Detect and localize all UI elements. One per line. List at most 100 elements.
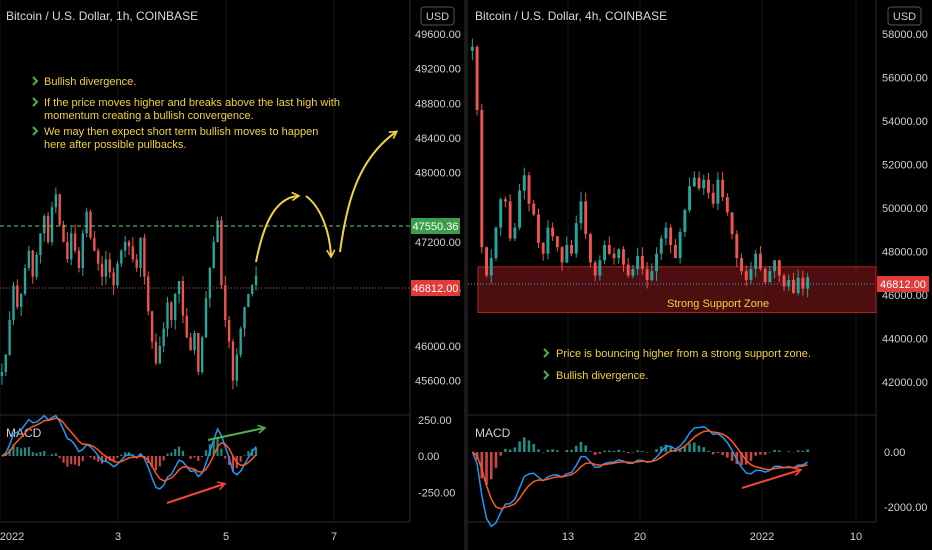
candle-body [0, 372, 4, 376]
signal-line [1, 417, 257, 482]
macd-tick-label: 250.00 [418, 415, 452, 427]
price-tick-label: 46000.00 [415, 341, 461, 353]
candle-body [50, 207, 54, 242]
candle-body [513, 227, 517, 239]
candle-body [683, 210, 687, 232]
candle-body [73, 233, 77, 251]
candle-body [744, 271, 748, 280]
candle-body [158, 346, 161, 364]
signal-line [471, 430, 808, 510]
projection-up-arrow-1 [255, 191, 301, 263]
candle-body [574, 223, 578, 254]
candle-body [730, 212, 734, 235]
left-grid [0, 0, 335, 522]
candle-body [782, 275, 786, 287]
candle-body [499, 199, 503, 228]
candle-body [62, 224, 65, 242]
right-price-axis: 58000.00 56000.00 54000.00 52000.00 50000.00… [882, 29, 928, 389]
candle-body [231, 341, 235, 381]
left-tag-text: 46812.00 [413, 283, 459, 295]
time-tick-label: 20 [634, 531, 646, 543]
candle-body [721, 179, 725, 198]
candle-body [123, 242, 127, 251]
right-macd-red-arrow [741, 467, 803, 489]
left-currency-button[interactable]: USD [420, 6, 455, 26]
candle-body [81, 233, 84, 268]
left-currency-label: USD [426, 11, 449, 23]
right-chart-title: Bitcoin / U.S. Dollar, 4h, COINBASE [475, 9, 667, 23]
right-macd-label: MACD [475, 426, 511, 440]
price-tick-label: 50000.00 [882, 203, 928, 215]
right-candles [470, 38, 810, 298]
projection-up-arrow-2 [339, 130, 399, 253]
panel-splitter[interactable] [464, 0, 468, 550]
note-arrow-icon [32, 76, 39, 86]
candle-body [664, 227, 668, 239]
candle-body [631, 268, 635, 276]
left-note-3: momentum creating a bullish convergence. [44, 110, 254, 122]
candle-body [527, 175, 531, 204]
right-time-axis: 13 20 2022 10 [562, 531, 862, 543]
candle-body [645, 268, 649, 280]
left-chart-panel[interactable]: Bitcoin / U.S. Dollar, 1h, COINBASE Bull… [0, 0, 464, 550]
left-macd [1, 414, 258, 490]
price-tick-label: 54000.00 [882, 116, 928, 128]
candle-body [239, 328, 242, 355]
candle-body [754, 253, 758, 269]
candle-body [112, 272, 115, 286]
time-tick-label: 10 [850, 531, 862, 543]
candle-body [735, 234, 739, 259]
candle-body [120, 250, 123, 264]
candle-body [541, 242, 545, 254]
candle-body [200, 337, 204, 372]
candle-body [77, 250, 81, 268]
candle-body [806, 277, 810, 289]
candle-body [66, 242, 69, 260]
left-notes: Bullish divergence. If the price moves h… [32, 76, 340, 151]
right-currency-button[interactable]: USD [887, 6, 922, 26]
candle-body [707, 179, 710, 193]
candle-body [678, 231, 682, 259]
candle-body [97, 250, 100, 264]
candle-body [193, 333, 196, 351]
right-chart-panel[interactable]: Strong Support Zone Bitcoin / U.S. Dolla… [468, 0, 932, 550]
right-currency-label: USD [893, 11, 916, 23]
candle-body [147, 276, 150, 312]
candle-body [27, 250, 31, 268]
left-candles [0, 187, 258, 390]
candle-body [8, 320, 11, 355]
left-projection-arrows [255, 130, 399, 263]
support-zone [477, 266, 877, 314]
time-tick-label: 5 [223, 531, 229, 543]
price-tick-label: 48400.00 [415, 133, 461, 145]
price-tick-label: 48000.00 [882, 247, 928, 259]
candle-body [588, 234, 592, 263]
left-chart-title: Bitcoin / U.S. Dollar, 1h, COINBASE [6, 9, 198, 23]
right-note-2: Bullish divergence. [556, 370, 648, 382]
candle-body [247, 294, 250, 307]
candle-body [93, 237, 96, 251]
candle-body [650, 271, 654, 280]
candle-body [579, 201, 583, 224]
left-time-axis: 2022 3 5 7 [0, 531, 337, 543]
left-currency-box [420, 6, 455, 26]
price-tick-label: 44000.00 [882, 334, 928, 346]
candle-body [565, 245, 569, 263]
candle-body [801, 277, 805, 289]
candle-body [170, 302, 173, 320]
macd-tick-label: 0.00 [884, 447, 905, 459]
right-macd [471, 425, 809, 528]
candle-body [522, 175, 526, 191]
right-macd-axis: 0.00 -2000.00 [884, 447, 927, 514]
candle-body [197, 333, 200, 372]
left-macd-green-arrow [207, 424, 267, 441]
candle-body [85, 211, 88, 234]
candle-body [162, 328, 165, 346]
candle-body [702, 179, 706, 189]
candle-body [570, 245, 573, 254]
candle-body [503, 199, 507, 202]
candle-body [224, 285, 227, 320]
left-note-1: Bullish divergence. [44, 76, 136, 88]
candle-body [116, 263, 119, 286]
